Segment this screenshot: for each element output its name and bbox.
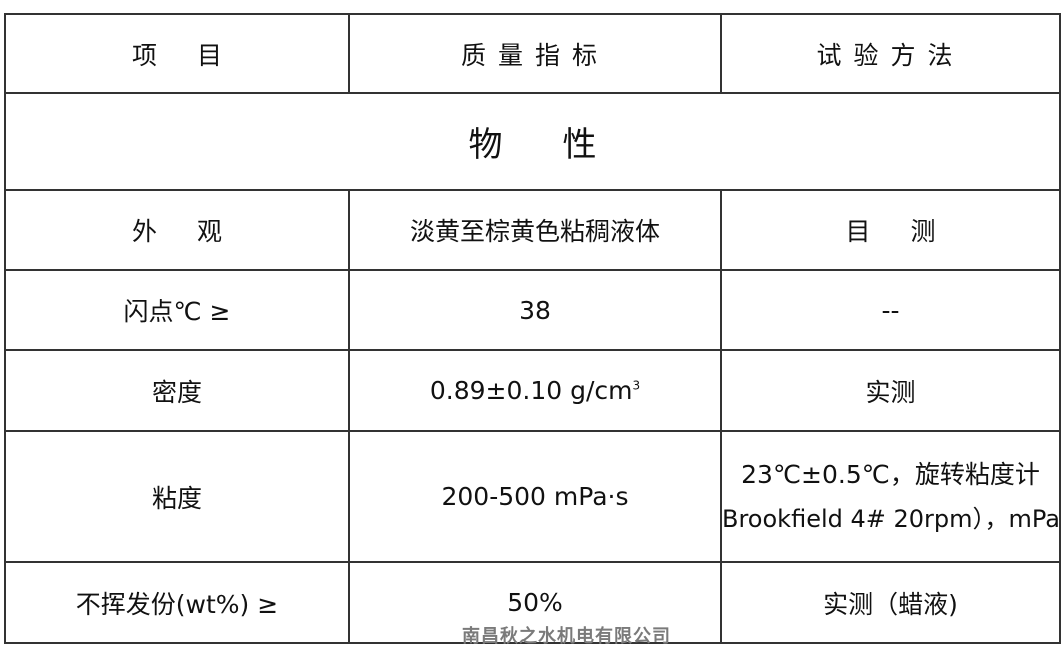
row-item: 外观 [4, 189, 350, 271]
table-row: 闪点℃ ≥ 38 -- [4, 269, 1061, 351]
table-row: 粘度 200-500 mPa·s 23℃±0.5℃，旋转粘度计 Brookfiel… [4, 430, 1062, 563]
row-method: 实测 [720, 349, 1061, 432]
method-line-1: 23℃±0.5℃，旋转粘度计 [741, 459, 1040, 489]
row-method: 23℃±0.5℃，旋转粘度计 Brookfield 4# 20rpm），mPa·s [720, 430, 1062, 563]
table-row: 外观 淡黄至棕黄色粘稠液体 目测 [4, 189, 1061, 271]
section-row: 物性 [4, 92, 1061, 191]
table-row: 不挥发份(wt%) ≥ 50% 实测（蜡液) [4, 561, 1061, 644]
row-spec: 38 [348, 269, 722, 351]
row-item: 闪点℃ ≥ [4, 269, 350, 351]
row-method: 目测 [720, 189, 1061, 271]
header-spec: 质量指标 [348, 13, 722, 94]
row-item: 密度 [4, 349, 350, 432]
spec-table: 项目 质量指标 试验方法 物性 外观 淡黄至棕黄色粘稠液体 目测 闪点℃ ≥ 3… [4, 13, 1062, 644]
row-spec: 淡黄至棕黄色粘稠液体 [348, 189, 722, 271]
header-method: 试验方法 [720, 13, 1061, 94]
method-line-2: Brookfield 4# 20rpm），mPa·s [722, 504, 1062, 533]
row-spec: 50% [348, 561, 722, 644]
row-item: 粘度 [4, 430, 350, 563]
company-watermark: 南昌秋之水机电有限公司 [462, 626, 671, 647]
density-superscript: 3 [632, 378, 641, 393]
header-row: 项目 质量指标 试验方法 [4, 13, 1061, 94]
row-spec: 0.89±0.10 g/cm3 [348, 349, 722, 432]
row-item: 不挥发份(wt%) ≥ [4, 561, 350, 644]
density-value: 0.89±0.10 g/cm [429, 376, 633, 405]
row-method: -- [720, 269, 1061, 351]
row-spec: 200-500 mPa·s [348, 430, 722, 563]
row-method: 实测（蜡液) [720, 561, 1061, 644]
header-item: 项目 [4, 13, 350, 94]
section-title: 物性 [4, 92, 1061, 191]
table-row: 密度 0.89±0.10 g/cm3 实测 [4, 349, 1061, 432]
